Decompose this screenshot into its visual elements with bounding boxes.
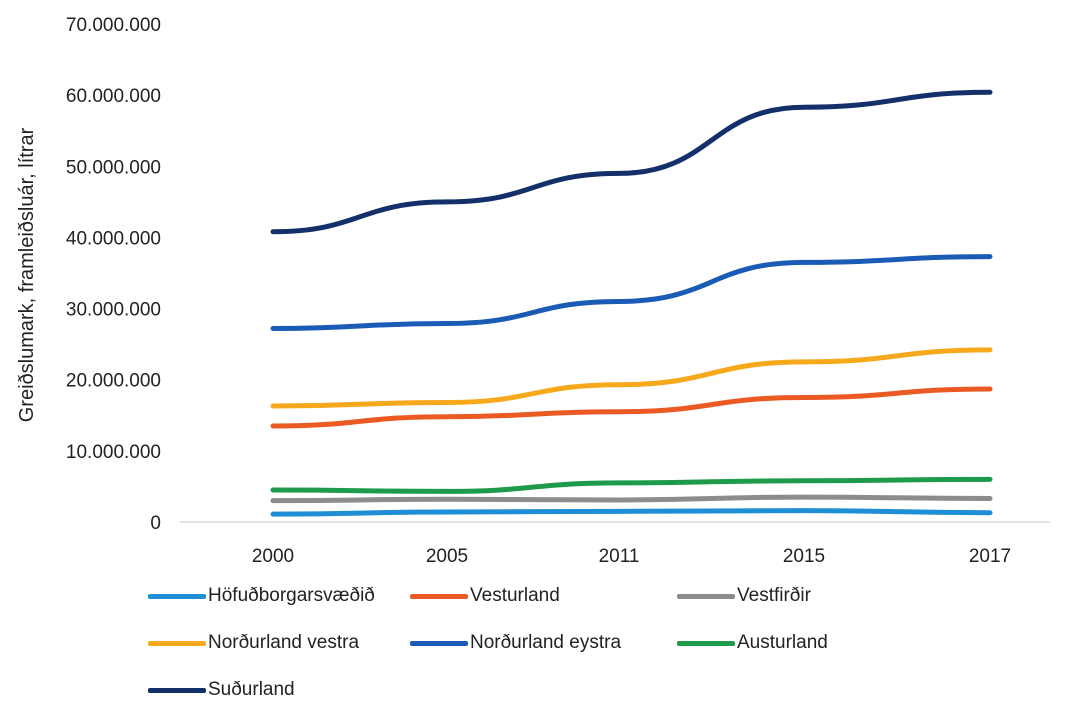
series-line (270, 347, 993, 409)
series-line (270, 476, 993, 494)
y-tick-label: 0 (150, 513, 161, 534)
x-tick-label: 2017 (969, 546, 1011, 567)
x-tick-label: 2005 (426, 546, 468, 567)
y-tick-label: 30.000.000 (66, 300, 161, 321)
x-tick-label: 2011 (599, 546, 640, 567)
y-axis-label: Greiðslumark, framleiðsluár, lítrar (16, 127, 38, 422)
x-axis-ticks: 2000 2005 2011 2015 2017 (252, 546, 1011, 567)
series-line (270, 508, 993, 517)
y-tick-label: 60.000.000 (66, 86, 161, 107)
series-line (270, 494, 993, 504)
y-tick-label: 10.000.000 (66, 442, 161, 463)
x-tick-label: 2015 (783, 546, 825, 567)
y-tick-label: 50.000.000 (66, 157, 161, 178)
y-tick-label: 70.000.000 (66, 15, 161, 36)
series-line (270, 386, 993, 429)
series-lines (270, 89, 993, 517)
y-axis-ticks: 0 10.000.000 20.000.000 30.000.000 40.000.00… (66, 15, 161, 534)
x-tick-label: 2000 (252, 546, 294, 567)
y-tick-label: 40.000.000 (66, 228, 161, 249)
series-line (270, 254, 993, 331)
series-line (270, 89, 993, 235)
y-tick-label: 20.000.000 (66, 371, 161, 392)
